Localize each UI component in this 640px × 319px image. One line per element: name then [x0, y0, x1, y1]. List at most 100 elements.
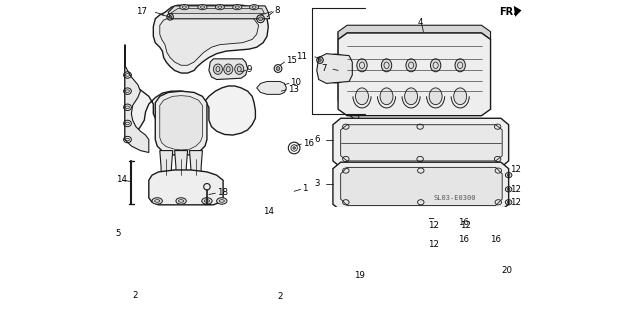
Ellipse shape	[381, 59, 392, 72]
Polygon shape	[160, 96, 202, 150]
Ellipse shape	[137, 224, 173, 249]
Ellipse shape	[189, 227, 218, 246]
Polygon shape	[338, 33, 490, 116]
Polygon shape	[257, 81, 287, 94]
Polygon shape	[514, 6, 522, 17]
Ellipse shape	[276, 67, 280, 70]
Text: 17: 17	[136, 7, 147, 16]
Text: 2: 2	[277, 292, 283, 301]
Ellipse shape	[432, 220, 435, 223]
Text: 16: 16	[490, 235, 501, 244]
Ellipse shape	[293, 147, 296, 149]
Polygon shape	[168, 6, 269, 19]
Ellipse shape	[176, 198, 186, 204]
Text: 7: 7	[321, 64, 326, 73]
Ellipse shape	[186, 259, 222, 285]
Ellipse shape	[180, 4, 189, 10]
Ellipse shape	[141, 262, 170, 282]
Text: 2: 2	[132, 292, 138, 300]
Ellipse shape	[451, 221, 453, 223]
Ellipse shape	[406, 59, 416, 72]
Ellipse shape	[216, 198, 227, 204]
Text: ─: ─	[428, 215, 433, 224]
Text: 1: 1	[302, 184, 307, 193]
Ellipse shape	[213, 64, 223, 74]
Polygon shape	[209, 59, 248, 79]
Polygon shape	[154, 5, 268, 73]
Text: 10: 10	[291, 78, 301, 87]
Text: 16: 16	[303, 139, 314, 148]
Polygon shape	[149, 170, 223, 205]
Ellipse shape	[234, 259, 270, 285]
Polygon shape	[340, 167, 502, 205]
Polygon shape	[125, 65, 149, 152]
Polygon shape	[338, 32, 359, 122]
Polygon shape	[317, 54, 352, 83]
Polygon shape	[160, 12, 259, 65]
Ellipse shape	[429, 88, 442, 105]
Ellipse shape	[357, 59, 367, 72]
Text: 6: 6	[314, 135, 320, 144]
Ellipse shape	[451, 237, 453, 239]
Text: 4: 4	[418, 18, 424, 26]
Text: 3: 3	[314, 179, 320, 188]
Ellipse shape	[432, 242, 435, 244]
Ellipse shape	[455, 59, 465, 72]
Text: 16: 16	[458, 219, 469, 227]
Polygon shape	[156, 91, 207, 156]
Text: 15: 15	[286, 56, 297, 65]
Ellipse shape	[431, 59, 441, 72]
Text: 5: 5	[116, 229, 122, 238]
Ellipse shape	[186, 224, 222, 249]
Polygon shape	[175, 151, 188, 180]
Polygon shape	[340, 125, 502, 161]
Ellipse shape	[464, 220, 467, 223]
Ellipse shape	[141, 227, 170, 246]
Polygon shape	[160, 151, 173, 180]
Ellipse shape	[224, 64, 233, 74]
Text: 11: 11	[296, 52, 307, 61]
Ellipse shape	[198, 4, 207, 10]
Ellipse shape	[404, 88, 417, 105]
Ellipse shape	[464, 242, 467, 244]
Ellipse shape	[250, 4, 259, 10]
Polygon shape	[189, 151, 202, 180]
Ellipse shape	[189, 262, 218, 282]
Text: 20: 20	[502, 266, 513, 275]
Text: 12: 12	[460, 221, 471, 230]
Ellipse shape	[322, 54, 350, 83]
Ellipse shape	[233, 4, 242, 10]
Polygon shape	[333, 118, 509, 167]
Ellipse shape	[332, 65, 340, 72]
Text: 12: 12	[428, 240, 439, 249]
Ellipse shape	[259, 17, 262, 21]
Ellipse shape	[169, 16, 172, 18]
Polygon shape	[170, 8, 264, 14]
Ellipse shape	[235, 64, 244, 74]
Ellipse shape	[215, 4, 225, 10]
Ellipse shape	[484, 237, 486, 239]
Ellipse shape	[356, 88, 369, 105]
Polygon shape	[333, 162, 509, 211]
Text: 9: 9	[247, 65, 252, 74]
Ellipse shape	[238, 227, 266, 246]
Text: 14: 14	[116, 175, 127, 184]
Ellipse shape	[152, 198, 163, 204]
Ellipse shape	[238, 262, 266, 282]
Polygon shape	[125, 45, 255, 140]
Ellipse shape	[234, 224, 270, 249]
Ellipse shape	[380, 88, 393, 105]
Text: 12: 12	[428, 221, 439, 230]
Ellipse shape	[454, 88, 467, 105]
Text: 12: 12	[510, 185, 521, 194]
Text: 14: 14	[263, 207, 274, 217]
Text: 16: 16	[458, 235, 469, 244]
Text: 19: 19	[353, 271, 364, 280]
Text: 12: 12	[510, 198, 521, 207]
Ellipse shape	[327, 59, 345, 78]
Ellipse shape	[319, 59, 321, 62]
Text: FR.: FR.	[500, 7, 518, 17]
Text: 8: 8	[275, 6, 280, 15]
Polygon shape	[125, 212, 294, 293]
Text: 13: 13	[288, 85, 299, 94]
